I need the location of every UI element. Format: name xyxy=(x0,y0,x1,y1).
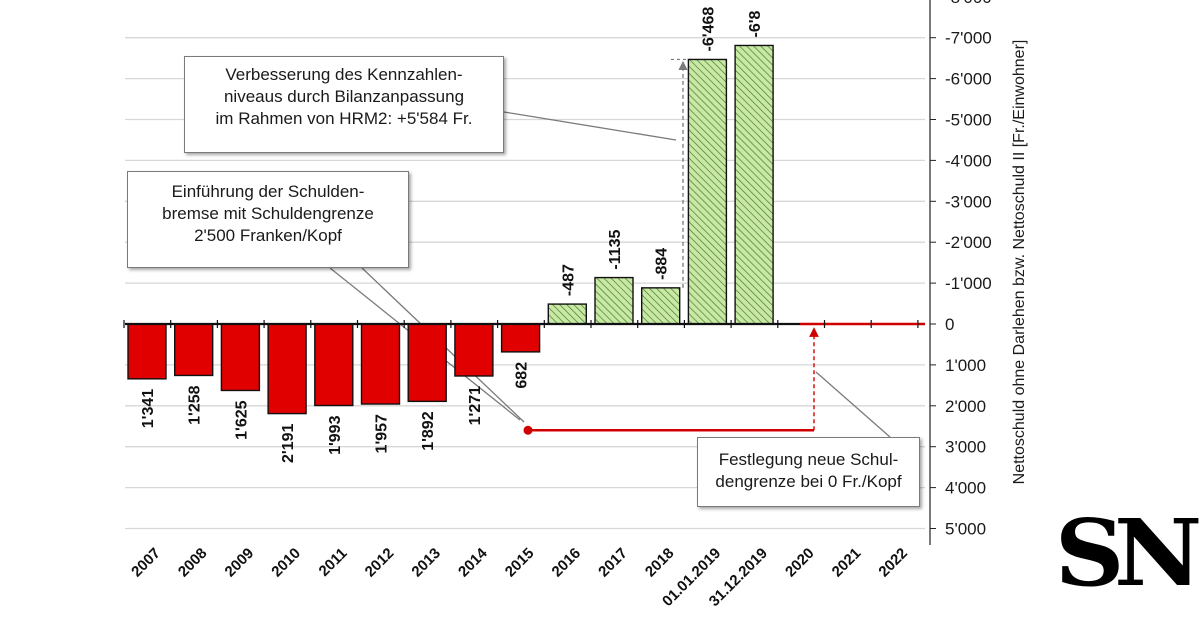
y-tick-label: 3'000 xyxy=(945,438,986,457)
bar-2010 xyxy=(267,323,307,415)
bar-2009 xyxy=(220,323,261,392)
hrm2-text-2: niveaus durch Bilanzanpassung xyxy=(223,87,465,106)
value-label: -6'8 xyxy=(747,10,764,37)
y-tick-label: 1'000 xyxy=(945,356,986,375)
value-label: 1'341 xyxy=(140,389,157,429)
y-tick-label: -2'000 xyxy=(945,233,992,252)
bar-2018 xyxy=(641,287,681,325)
value-label: 2'191 xyxy=(280,424,297,464)
x-tick-label: 2020 xyxy=(782,545,818,581)
neue-grenze-text-1: Festlegung neue Schul- xyxy=(718,450,899,469)
value-label: -487 xyxy=(560,264,577,296)
value-label: -884 xyxy=(654,248,671,280)
bar-2012 xyxy=(360,323,401,405)
neue-grenze-text-2: dengrenze bei 0 Fr./Kopf xyxy=(715,472,902,491)
bar-31.12.2019 xyxy=(734,44,774,325)
y-tick-label: 0 xyxy=(945,315,954,334)
value-label: 1'892 xyxy=(420,411,437,451)
y-tick-label: -4'000 xyxy=(945,151,992,170)
value-label: 1'258 xyxy=(187,385,204,425)
x-tick-label: 2017 xyxy=(595,545,631,581)
y-tick-label: -5'000 xyxy=(945,111,992,130)
hrm2-text-1: Verbesserung des Kennzahlen- xyxy=(225,65,463,84)
x-tick-label: 2013 xyxy=(408,545,444,581)
schuldenbremse-text-1: Einführung der Schulden- xyxy=(171,182,365,201)
y-tick-label: -1'000 xyxy=(945,274,992,293)
bar-2014 xyxy=(454,323,494,377)
neue-grenze-pointer xyxy=(815,371,891,438)
x-tick-label: 2008 xyxy=(175,545,211,581)
x-tick-label: 2018 xyxy=(642,545,678,581)
y-tick-label: -6'000 xyxy=(945,70,992,89)
x-tick-label: 2009 xyxy=(222,545,258,581)
bar-2016 xyxy=(547,303,587,325)
neue-grenze-callout: Festlegung neue Schul- dengrenze bei 0 F… xyxy=(697,437,920,507)
hrm2-text-3: im Rahmen von HRM2: +5'584 Fr. xyxy=(215,109,473,128)
sn-logo: SN xyxy=(1047,475,1200,630)
y-tick-label: 4'000 xyxy=(945,479,986,498)
x-tick-label: 2007 xyxy=(128,545,164,581)
y-tick-label: 2'000 xyxy=(945,397,986,416)
value-label: 1'625 xyxy=(233,400,250,440)
x-tick-label: 2021 xyxy=(829,545,865,581)
bars xyxy=(127,44,774,415)
value-label: -6'468 xyxy=(700,7,717,52)
bar-2008 xyxy=(173,323,214,377)
x-tick-label: 2022 xyxy=(875,545,911,581)
x-tick-label: 2015 xyxy=(502,545,538,581)
schuldengrenze-marker xyxy=(523,425,533,435)
bar-2007 xyxy=(127,323,167,380)
value-label: 1'993 xyxy=(327,415,344,455)
hrm2-pointer xyxy=(503,111,677,141)
schuldenbremse-callout: Einführung der Schulden- bremse mit Schu… xyxy=(127,171,409,268)
x-tick-label: 2016 xyxy=(549,545,585,581)
value-label: 1'271 xyxy=(467,386,484,426)
bar-2011 xyxy=(314,323,354,407)
y-axis-label: Nettoschuld ohne Darlehen bzw. Nettoschu… xyxy=(1011,40,1028,485)
x-tick-label: 2014 xyxy=(455,544,491,580)
bar-2013 xyxy=(407,323,447,403)
hrm2-callout: Verbesserung des Kennzahlen- niveaus dur… xyxy=(184,56,504,153)
y-tick-label: -7'000 xyxy=(945,29,992,48)
bar-01.01.2019 xyxy=(687,58,728,325)
bar-2015 xyxy=(500,323,541,353)
y-tick-label: -3'000 xyxy=(945,192,992,211)
y-tick-label: -8'000 xyxy=(945,0,992,7)
value-label: 682 xyxy=(514,362,531,389)
value-label: 1'957 xyxy=(374,414,391,454)
y-tick-label: 5'000 xyxy=(945,520,986,539)
x-tick-label: 2011 xyxy=(316,545,351,580)
annotation-lines xyxy=(329,58,925,438)
x-tick-label: 2010 xyxy=(268,545,304,581)
x-tick-label: 2012 xyxy=(362,545,398,581)
bar-2017 xyxy=(594,276,634,325)
value-label: -1135 xyxy=(607,229,624,269)
axes xyxy=(123,0,936,545)
logo-text: SN xyxy=(1054,498,1200,607)
schuldenbremse-text-2: bremse mit Schuldengrenze xyxy=(162,204,374,223)
schuldenbremse-text-3: 2'500 Franken/Kopf xyxy=(194,226,342,245)
